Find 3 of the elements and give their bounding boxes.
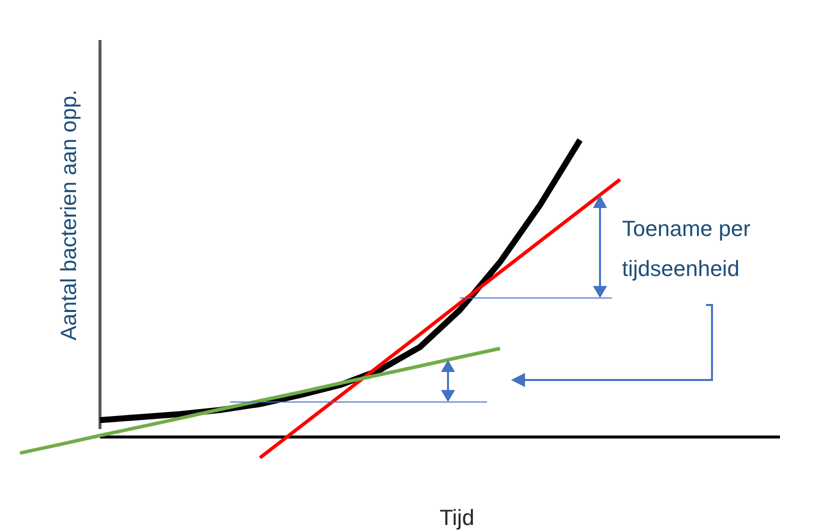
annotation: Toename per tijdseenheid xyxy=(622,216,750,281)
x-axis-title: Tijd xyxy=(440,505,474,530)
y-axis-title: Aantal bacterien aan opp. xyxy=(56,90,81,340)
